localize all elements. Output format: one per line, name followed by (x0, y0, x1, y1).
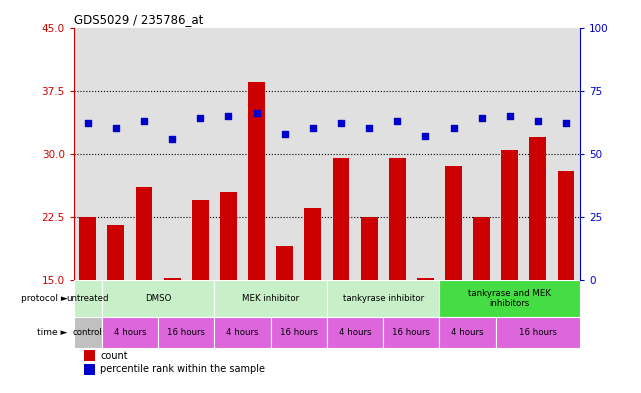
Point (223, 113, 233, 119)
Bar (84, 351, 95, 362)
Bar (74, 28, 102, 280)
Bar (74, 280, 102, 317)
Bar (102, 280, 214, 317)
Bar (248, 82, 265, 280)
Point (308, 125, 318, 132)
Bar (495, 317, 580, 348)
Bar (383, 28, 412, 280)
Bar (327, 280, 440, 317)
Point (83, 120, 93, 127)
Bar (558, 171, 574, 280)
Bar (214, 28, 242, 280)
Bar (473, 217, 490, 280)
Bar (552, 28, 580, 280)
Bar (440, 28, 467, 280)
Text: 16 hours: 16 hours (167, 328, 205, 337)
Bar (158, 28, 187, 280)
Text: 16 hours: 16 hours (392, 328, 430, 337)
Text: 16 hours: 16 hours (279, 328, 318, 337)
Text: tankyrase inhibitor: tankyrase inhibitor (342, 294, 424, 303)
Text: GDS5029 / 235786_at: GDS5029 / 235786_at (74, 13, 203, 26)
Bar (389, 158, 406, 280)
Bar (158, 317, 214, 348)
Text: MEK inhibitor: MEK inhibitor (242, 294, 299, 303)
Bar (383, 317, 440, 348)
Bar (136, 187, 153, 280)
Bar (84, 364, 95, 375)
Bar (242, 28, 271, 280)
Text: 4 hours: 4 hours (451, 328, 484, 337)
Bar (361, 217, 378, 280)
Bar (495, 28, 524, 280)
Bar (79, 217, 96, 280)
Bar (355, 28, 383, 280)
Bar (276, 246, 293, 280)
Text: DMSO: DMSO (145, 294, 171, 303)
Text: 4 hours: 4 hours (113, 328, 146, 337)
Text: 16 hours: 16 hours (519, 328, 557, 337)
Bar (214, 317, 271, 348)
Point (476, 115, 487, 121)
Text: time ►: time ► (37, 328, 67, 337)
Bar (192, 200, 209, 280)
Bar (524, 28, 552, 280)
Bar (440, 280, 580, 317)
Point (533, 118, 543, 124)
Point (111, 125, 121, 132)
Bar (74, 317, 102, 348)
Bar (187, 28, 214, 280)
Bar (271, 317, 327, 348)
Text: protocol ►: protocol ► (21, 294, 67, 303)
Text: control: control (73, 328, 103, 337)
Point (167, 136, 178, 142)
Bar (412, 28, 440, 280)
Bar (417, 278, 434, 280)
Bar (304, 208, 321, 280)
Point (504, 113, 515, 119)
Bar (467, 28, 495, 280)
Point (195, 115, 205, 121)
Point (364, 125, 374, 132)
Bar (529, 137, 546, 280)
Bar (271, 28, 299, 280)
Point (449, 125, 459, 132)
Bar (163, 278, 181, 280)
Point (420, 133, 431, 139)
Point (251, 110, 262, 116)
Bar (299, 28, 327, 280)
Bar (214, 280, 327, 317)
Point (279, 130, 290, 137)
Bar (130, 28, 158, 280)
Text: untreated: untreated (67, 294, 109, 303)
Bar (440, 317, 495, 348)
Text: 4 hours: 4 hours (339, 328, 371, 337)
Point (139, 118, 149, 124)
Point (561, 120, 571, 127)
Bar (327, 317, 383, 348)
Point (336, 120, 346, 127)
Bar (108, 225, 124, 280)
Bar (220, 192, 237, 280)
Text: 4 hours: 4 hours (226, 328, 259, 337)
Text: count: count (100, 351, 128, 361)
Bar (445, 166, 462, 280)
Bar (501, 149, 518, 280)
Bar (333, 158, 349, 280)
Bar (102, 28, 130, 280)
Bar (102, 317, 158, 348)
Bar (327, 28, 355, 280)
Text: tankyrase and MEK
inhibitors: tankyrase and MEK inhibitors (469, 289, 551, 308)
Text: percentile rank within the sample: percentile rank within the sample (100, 364, 265, 375)
Point (392, 118, 403, 124)
